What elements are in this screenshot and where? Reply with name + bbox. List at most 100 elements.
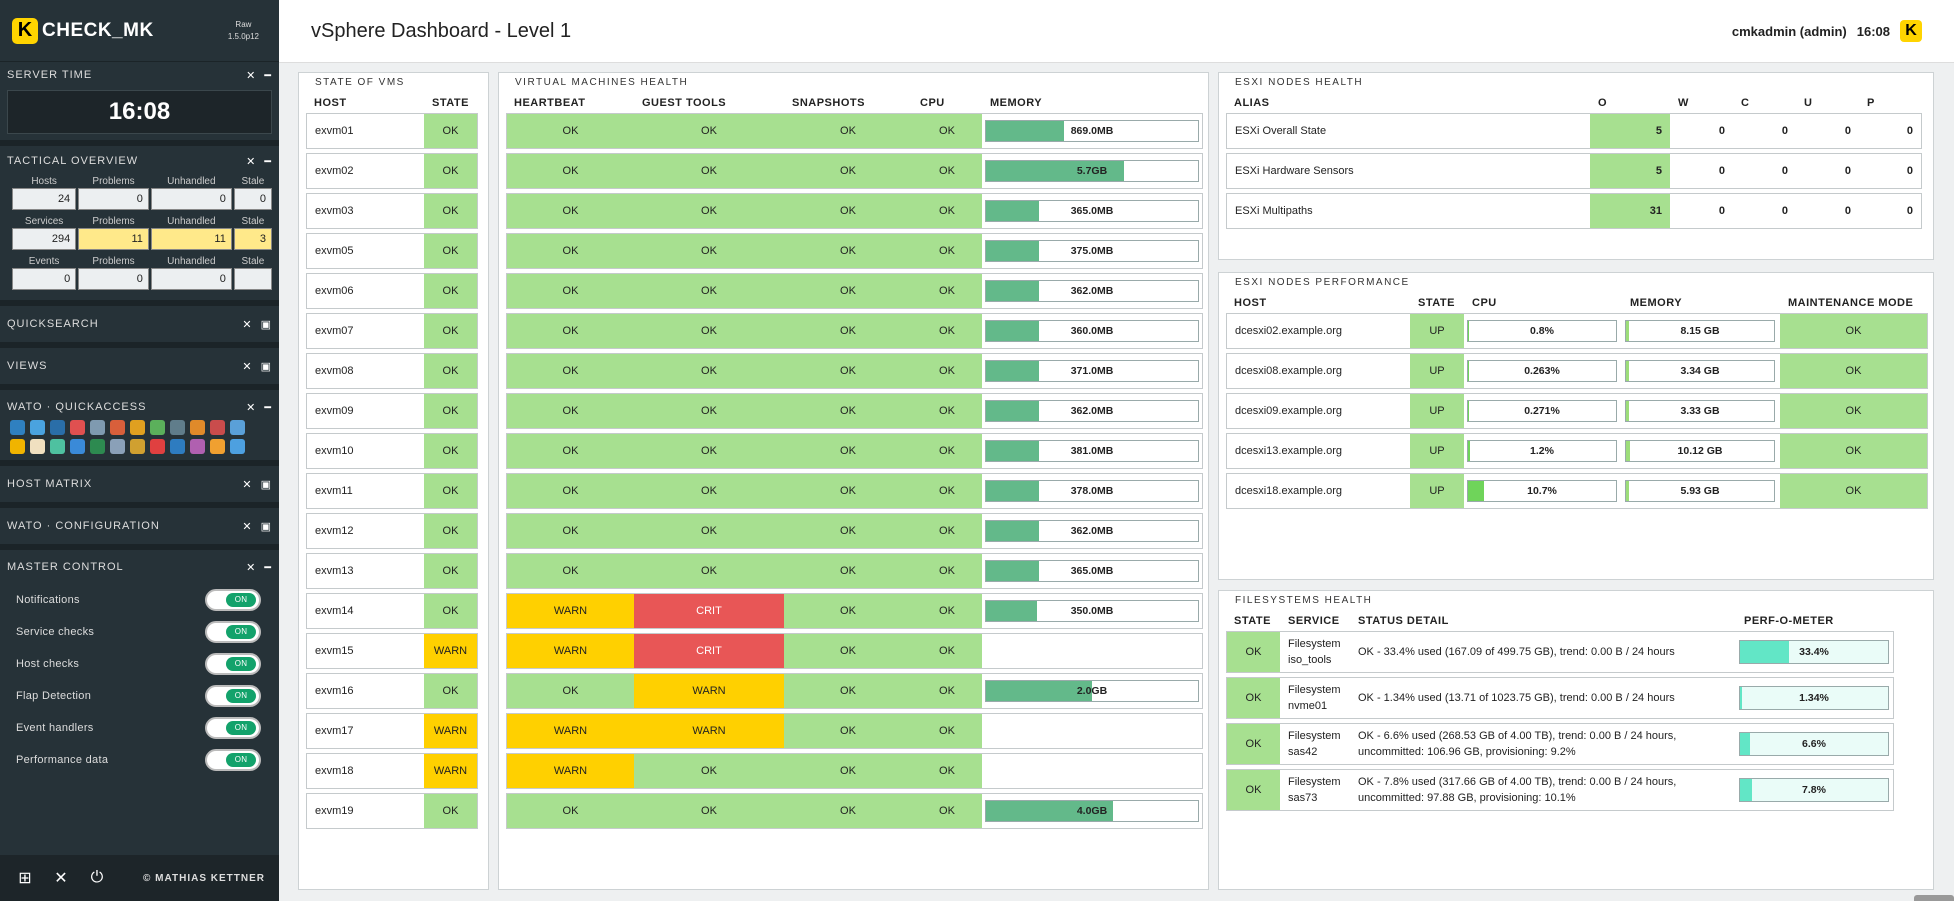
perf-o-meter-cell[interactable]: 7.8%: [1736, 769, 1894, 811]
bell-icon[interactable]: [10, 439, 25, 454]
heartbeat-cell[interactable]: OK: [506, 513, 634, 549]
count-u-cell[interactable]: 0: [1796, 113, 1859, 149]
host-link[interactable]: dcesxi09.example.org: [1226, 393, 1410, 429]
close-icon[interactable]: ✕: [242, 360, 253, 373]
phone-icon[interactable]: [50, 420, 65, 435]
column-header[interactable]: O: [1598, 97, 1608, 109]
memory-cell[interactable]: 362.0MB: [982, 513, 1203, 549]
state-cell[interactable]: OK: [1226, 769, 1280, 811]
column-header[interactable]: STATUS DETAIL: [1358, 615, 1449, 627]
flask-icon[interactable]: [190, 439, 205, 454]
count-o-cell[interactable]: 31: [1590, 193, 1670, 229]
host-link[interactable]: exvm11: [306, 473, 424, 509]
snapshots-cell[interactable]: OK: [784, 273, 912, 309]
count-p-cell[interactable]: 0: [1859, 153, 1922, 189]
column-header[interactable]: STATE: [1234, 615, 1271, 627]
host-link[interactable]: exvm18: [306, 753, 424, 789]
snapshots-cell[interactable]: OK: [784, 673, 912, 709]
service-cell[interactable]: Filesystem sas73: [1280, 769, 1350, 811]
heartbeat-cell[interactable]: OK: [506, 233, 634, 269]
cpu-cell[interactable]: 10.7%: [1464, 473, 1622, 509]
heartbeat-cell[interactable]: WARN: [506, 593, 634, 629]
clock-icon[interactable]: [30, 439, 45, 454]
column-header[interactable]: STATE: [1418, 297, 1455, 309]
column-header[interactable]: CPU: [1472, 297, 1497, 309]
heartbeat-cell[interactable]: OK: [506, 433, 634, 469]
guest-cell[interactable]: OK: [634, 233, 784, 269]
snapshots-cell[interactable]: OK: [784, 153, 912, 189]
maintenance-cell[interactable]: OK: [1780, 393, 1928, 429]
cpu-cell[interactable]: OK: [912, 513, 982, 549]
cpu-cell[interactable]: OK: [912, 753, 982, 789]
badge-icon[interactable]: [110, 439, 125, 454]
snapin-host-matrix-header[interactable]: HOST MATRIX ✕ ▣: [0, 466, 279, 502]
cpu-cell[interactable]: OK: [912, 193, 982, 229]
count-u-cell[interactable]: 0: [1796, 153, 1859, 189]
state-cell[interactable]: UP: [1410, 393, 1464, 429]
toggle-switch[interactable]: ON: [205, 749, 261, 771]
tactical-value[interactable]: 24: [12, 188, 77, 210]
maintenance-cell[interactable]: OK: [1780, 313, 1928, 349]
snapin-server-time-header[interactable]: SERVER TIME ✕ ━: [0, 66, 279, 84]
column-header[interactable]: PERF-O-METER: [1744, 615, 1834, 627]
folder-icon[interactable]: [30, 420, 45, 435]
memory-cell[interactable]: 3.33 GB: [1622, 393, 1780, 429]
cpu-cell[interactable]: OK: [912, 713, 982, 749]
state-cell[interactable]: OK: [424, 433, 478, 469]
close-icon[interactable]: ✕: [242, 318, 253, 331]
host-link[interactable]: exvm13: [306, 553, 424, 589]
column-header[interactable]: HEARTBEAT: [514, 97, 586, 109]
host-link[interactable]: exvm01: [306, 113, 424, 149]
toggle-switch[interactable]: ON: [205, 589, 261, 611]
snapshots-cell[interactable]: OK: [784, 753, 912, 789]
state-cell[interactable]: OK: [424, 473, 478, 509]
minimize-icon[interactable]: ━: [264, 155, 272, 168]
host-link[interactable]: dcesxi02.example.org: [1226, 313, 1410, 349]
notes-icon[interactable]: [130, 420, 145, 435]
heartbeat-cell[interactable]: OK: [506, 113, 634, 149]
state-cell[interactable]: OK: [424, 153, 478, 189]
alias-link[interactable]: ESXi Overall State: [1226, 113, 1590, 149]
maximize-icon[interactable]: ▣: [260, 360, 272, 373]
count-o-cell[interactable]: 5: [1590, 153, 1670, 189]
cpu-cell[interactable]: OK: [912, 113, 982, 149]
guest-cell[interactable]: OK: [634, 153, 784, 189]
close-icon[interactable]: ✕: [246, 561, 257, 574]
plugin-icon[interactable]: [150, 420, 165, 435]
close-icon[interactable]: ✕: [246, 69, 257, 82]
column-header[interactable]: P: [1867, 97, 1875, 109]
snapshots-cell[interactable]: OK: [784, 633, 912, 669]
state-cell[interactable]: OK: [424, 593, 478, 629]
state-cell[interactable]: OK: [424, 233, 478, 269]
logout-icon[interactable]: ⏻: [90, 869, 104, 886]
memory-cell[interactable]: 5.7GB: [982, 153, 1203, 189]
state-cell[interactable]: WARN: [424, 633, 478, 669]
snapshots-cell[interactable]: OK: [784, 353, 912, 389]
alias-link[interactable]: ESXi Multipaths: [1226, 193, 1590, 229]
column-header[interactable]: STATE: [432, 97, 469, 109]
count-o-cell[interactable]: 5: [1590, 113, 1670, 149]
gear-icon[interactable]: [90, 420, 105, 435]
toggle-switch[interactable]: ON: [205, 685, 261, 707]
state-cell[interactable]: WARN: [424, 753, 478, 789]
tactical-value[interactable]: 294: [12, 228, 77, 250]
checkmk-logo[interactable]: K CHECK_MK: [12, 17, 154, 44]
tactical-value[interactable]: 0: [150, 268, 232, 290]
tools-icon[interactable]: ✕: [54, 870, 68, 887]
host-link[interactable]: exvm15: [306, 633, 424, 669]
cpu-cell[interactable]: OK: [912, 633, 982, 669]
users-icon[interactable]: [170, 420, 185, 435]
tactical-value[interactable]: 0: [12, 268, 77, 290]
snapshots-cell[interactable]: OK: [784, 193, 912, 229]
guest-cell[interactable]: OK: [634, 353, 784, 389]
count-p-cell[interactable]: 0: [1859, 113, 1922, 149]
guest-cell[interactable]: CRIT: [634, 633, 784, 669]
cpu-cell[interactable]: OK: [912, 313, 982, 349]
service-cell[interactable]: Filesystem nvme01: [1280, 677, 1350, 719]
heartbeat-cell[interactable]: OK: [506, 153, 634, 189]
state-cell[interactable]: OK: [424, 113, 478, 149]
memory-cell[interactable]: 5.93 GB: [1622, 473, 1780, 509]
count-u-cell[interactable]: 0: [1796, 193, 1859, 229]
guest-cell[interactable]: OK: [634, 513, 784, 549]
state-cell[interactable]: OK: [424, 393, 478, 429]
